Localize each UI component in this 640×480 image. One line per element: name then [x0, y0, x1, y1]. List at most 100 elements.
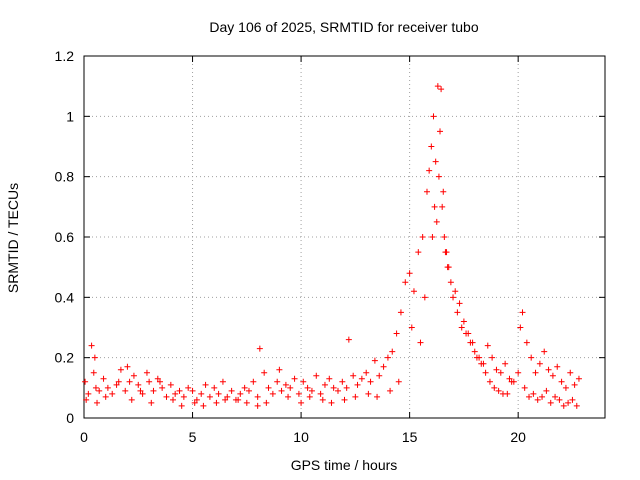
data-point	[163, 393, 170, 400]
data-point	[435, 173, 442, 180]
data-point	[189, 387, 196, 394]
data-point	[319, 396, 326, 403]
data-point	[565, 399, 572, 406]
y-axis-label: SRMTID / TECUs	[5, 183, 21, 293]
y-tick-label: 0.8	[55, 169, 75, 185]
data-point	[304, 384, 311, 391]
data-point	[104, 384, 111, 391]
data-point	[469, 339, 476, 346]
data-point	[517, 324, 524, 331]
data-point	[178, 402, 185, 409]
data-point	[276, 366, 283, 373]
data-point	[306, 393, 313, 400]
data-point	[419, 234, 426, 240]
data-point	[454, 309, 461, 316]
data-point	[308, 387, 315, 394]
data-point	[254, 402, 261, 409]
data-point	[250, 378, 257, 385]
data-point	[245, 387, 252, 394]
data-point	[256, 345, 263, 352]
data-point	[569, 396, 576, 403]
data-point	[148, 399, 155, 406]
data-point	[235, 396, 242, 403]
data-point	[452, 288, 459, 295]
data-point	[83, 396, 90, 403]
data-point	[444, 264, 451, 271]
data-point	[287, 384, 294, 391]
data-point	[213, 399, 220, 406]
data-point	[352, 393, 359, 400]
x-tick-label: 20	[510, 429, 526, 445]
data-point	[387, 387, 394, 394]
data-point	[431, 203, 438, 210]
data-point	[433, 218, 440, 225]
data-point	[439, 203, 446, 210]
data-point	[534, 396, 541, 403]
data-point	[115, 378, 122, 385]
data-point	[237, 390, 244, 397]
data-point	[211, 384, 218, 391]
data-point	[460, 318, 467, 325]
x-tick-label: 5	[189, 429, 197, 445]
data-point	[172, 390, 179, 397]
data-point	[156, 378, 163, 385]
data-point	[167, 381, 174, 388]
data-point	[376, 372, 383, 379]
data-point	[429, 234, 436, 240]
data-point	[295, 390, 302, 397]
data-point	[526, 393, 533, 400]
data-point	[530, 390, 537, 397]
data-point	[200, 402, 207, 409]
y-axis-ticks: 0 0.2 0.4 0.6 0.8 1 1.2	[55, 48, 605, 426]
grid-lines	[84, 56, 605, 418]
data-point	[243, 399, 250, 406]
data-point	[438, 86, 445, 93]
data-point	[515, 369, 522, 376]
data-point	[330, 384, 337, 391]
data-point	[334, 387, 341, 394]
data-point	[96, 387, 103, 394]
data-point	[94, 399, 101, 406]
data-point	[562, 384, 569, 391]
data-point	[374, 393, 381, 400]
data-point	[180, 393, 187, 400]
data-point	[117, 366, 124, 373]
data-point	[380, 363, 387, 370]
data-point	[317, 390, 324, 397]
data-point	[345, 336, 352, 343]
data-point	[547, 399, 554, 406]
data-point	[528, 354, 535, 361]
data-point	[109, 390, 116, 397]
data-point	[102, 393, 109, 400]
data-point	[408, 324, 415, 331]
data-point	[124, 363, 131, 370]
data-point	[224, 393, 231, 400]
data-point	[135, 381, 142, 388]
data-point	[558, 378, 565, 385]
data-point	[402, 279, 409, 286]
data-point	[456, 300, 463, 307]
y-tick-label: 1.2	[55, 48, 75, 64]
data-point	[193, 396, 200, 403]
data-point	[170, 396, 177, 403]
data-point	[406, 270, 413, 277]
data-point	[497, 369, 504, 376]
data-point	[185, 384, 192, 391]
data-point	[541, 348, 548, 355]
data-point	[343, 384, 350, 391]
data-point	[90, 369, 97, 376]
data-point	[504, 390, 511, 397]
data-point	[493, 366, 500, 373]
data-point	[491, 384, 498, 391]
data-point	[82, 378, 89, 385]
data-point	[263, 399, 270, 406]
data-point	[143, 369, 150, 376]
data-point	[426, 167, 433, 174]
data-point	[291, 375, 298, 382]
data-point	[571, 381, 578, 388]
data-point	[395, 378, 402, 385]
data-point	[447, 279, 454, 286]
data-point	[146, 378, 153, 385]
data-point	[300, 378, 307, 385]
data-point	[410, 288, 417, 295]
